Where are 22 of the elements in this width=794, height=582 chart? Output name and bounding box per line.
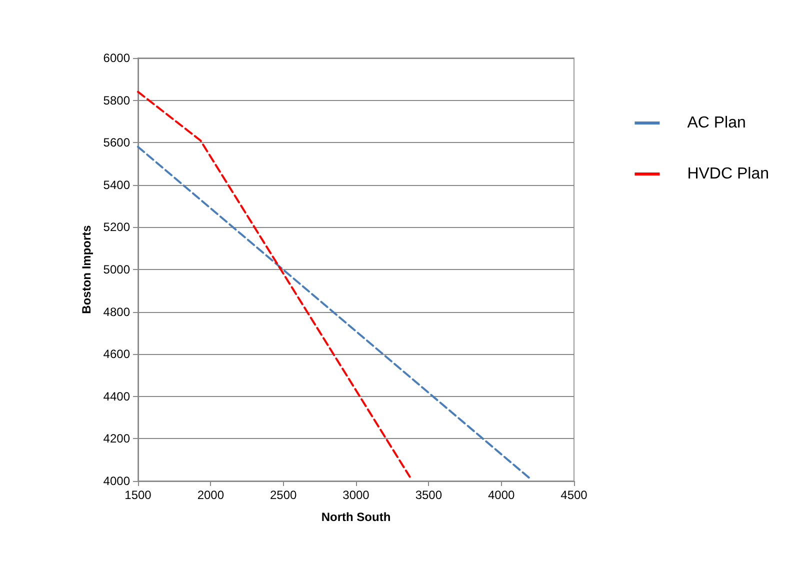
y-axis-title: Boston Imports bbox=[79, 224, 94, 314]
y-tick-label: 5600 bbox=[103, 136, 130, 150]
y-tick-label: 5000 bbox=[103, 262, 130, 276]
y-tick-label: 4400 bbox=[103, 389, 130, 404]
x-tick-label: 4000 bbox=[488, 488, 516, 502]
y-tick-label: 4200 bbox=[103, 432, 130, 446]
y-tick-label: 5400 bbox=[103, 178, 130, 192]
x-tick-label: 3500 bbox=[415, 488, 442, 502]
y-tick-label: 4600 bbox=[103, 347, 130, 362]
x-tick-label: 2000 bbox=[197, 488, 224, 502]
x-tick-label: 1500 bbox=[124, 488, 152, 502]
y-tick-label: 4000 bbox=[103, 474, 130, 488]
x-axis-title: North South bbox=[321, 510, 391, 524]
legend-label: HVDC Plan bbox=[687, 166, 770, 182]
y-tick-label: 4800 bbox=[103, 304, 130, 319]
legend-label: AC Plan bbox=[687, 114, 746, 132]
x-tick-label: 2500 bbox=[270, 488, 298, 502]
x-tick-label: 3000 bbox=[342, 488, 370, 502]
y-tick-label: 5200 bbox=[103, 220, 130, 234]
x-tick-label: 4500 bbox=[560, 488, 588, 502]
y-tick-label: 6000 bbox=[103, 51, 130, 65]
y-tick-label: 5800 bbox=[103, 93, 130, 108]
